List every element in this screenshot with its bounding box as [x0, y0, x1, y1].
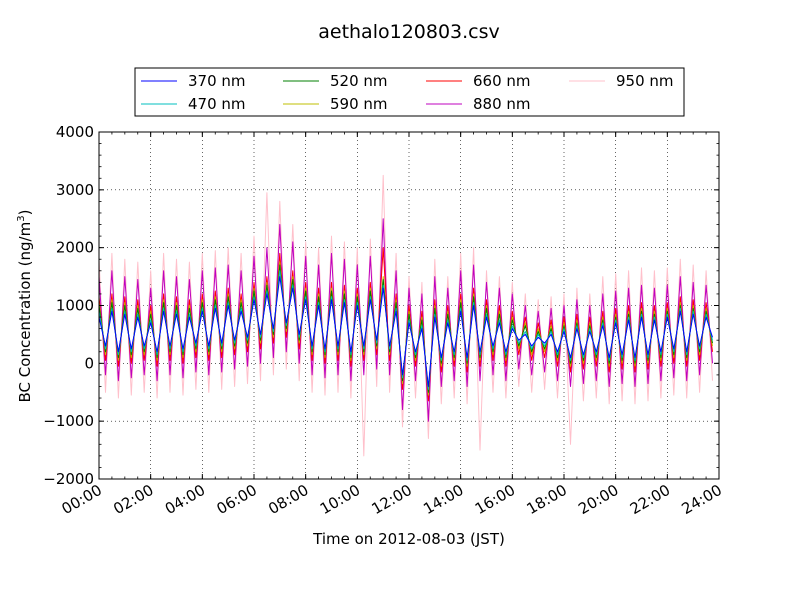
legend-label-880-nm: 880 nm [473, 95, 531, 113]
series-line-370-nm [99, 276, 713, 387]
y-tick-label: −1000 [43, 412, 94, 430]
plot-area [98, 131, 720, 480]
y-axis-label-main: BC Concentration (ng/m [16, 222, 34, 403]
y-tick-label: 4000 [56, 123, 94, 141]
y-tick-label: 0 [84, 354, 94, 372]
legend-label-660-nm: 660 nm [473, 72, 531, 90]
grid [99, 132, 719, 479]
y-tick-label: 3000 [56, 181, 94, 199]
y-tick-label: 1000 [56, 297, 94, 315]
legend-label-470-nm: 470 nm [188, 95, 246, 113]
y-axis-label: BC Concentration (ng/m3) [16, 210, 34, 403]
legend-label-590-nm: 590 nm [330, 95, 388, 113]
y-axis-label-superscript: 3 [16, 215, 27, 221]
x-axis-label: Time on 2012-08-03 (JST) [312, 530, 505, 548]
y-tick-label: 2000 [56, 239, 94, 257]
y-tick-label: −2000 [43, 470, 94, 488]
legend-label-370-nm: 370 nm [188, 72, 246, 90]
series-lines [99, 174, 713, 457]
axis-ticks [98, 131, 720, 480]
legend-label-520-nm: 520 nm [330, 72, 388, 90]
legend-label-950-nm: 950 nm [616, 72, 674, 90]
legend-frame [134, 67, 685, 117]
y-axis-label-close: ) [16, 210, 34, 216]
legend: 370 nm 470 nm 520 nm 590 nm 660 nm 880 nm 950 … [134, 67, 685, 117]
y-tick-labels: −2000 −1000 0 1000 2000 3000 4000 [43, 123, 94, 488]
chart-title: aethalo120803.csv [318, 21, 500, 43]
